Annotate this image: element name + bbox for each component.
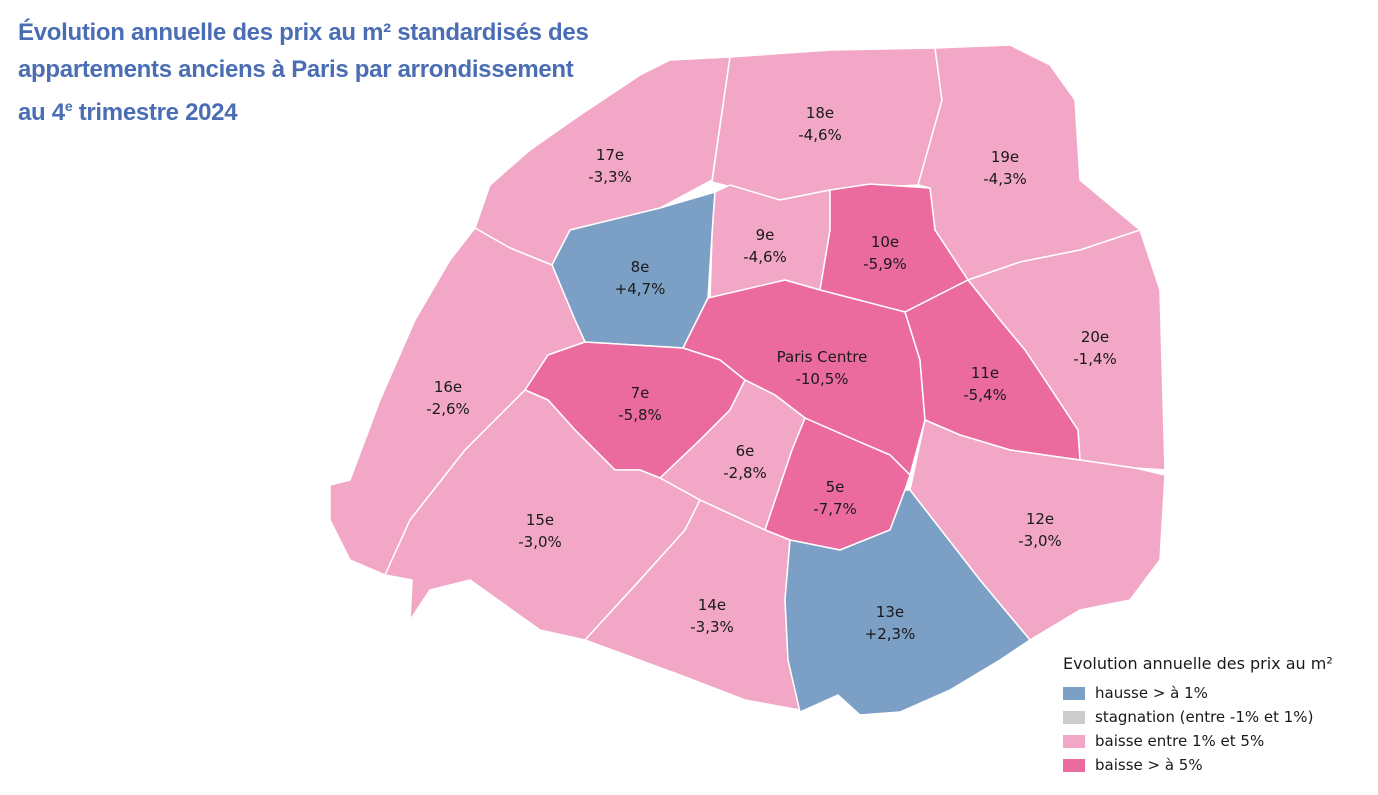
district-label-7: 7e [631, 384, 650, 402]
district-value-19: -4,3% [983, 170, 1027, 188]
district-label-9: 9e [756, 226, 775, 244]
legend-label: baisse entre 1% et 5% [1095, 732, 1265, 750]
legend-items: hausse > à 1% stagnation (entre -1% et 1%… [1063, 681, 1333, 777]
district-label-17: 17e [596, 146, 624, 164]
district-label-11: 11e [971, 364, 999, 382]
district-label-12: 12e [1026, 510, 1054, 528]
district-value-17: -3,3% [588, 168, 632, 186]
legend-label: baisse > à 5% [1095, 756, 1203, 774]
district-value-7: -5,8% [618, 406, 662, 424]
district-value-16: -2,6% [426, 400, 470, 418]
district-label-14: 14e [698, 596, 726, 614]
title-line-3: au 4e trimestre 2024 [18, 98, 238, 126]
district-label-15: 15e [526, 511, 554, 529]
district-value-20: -1,4% [1073, 350, 1117, 368]
district-label-16: 16e [434, 378, 462, 396]
district-label-10: 10e [871, 233, 899, 251]
legend-item-hausse: hausse > à 1% [1063, 681, 1333, 705]
district-label-19: 19e [991, 148, 1019, 166]
legend-title: Evolution annuelle des prix au m² [1063, 654, 1333, 673]
legend-item-baisse_forte: baisse > à 5% [1063, 753, 1333, 777]
district-value-11: -5,4% [963, 386, 1007, 404]
legend-swatch [1063, 758, 1085, 772]
district-14[interactable] [584, 499, 801, 711]
district-value-5: -7,7% [813, 500, 857, 518]
district-label-centre: Paris Centre [777, 348, 868, 366]
district-value-14: -3,3% [690, 618, 734, 636]
district-value-13: +2,3% [865, 625, 916, 643]
district-label-6: 6e [736, 442, 755, 460]
legend-label: stagnation (entre -1% et 1%) [1095, 708, 1314, 726]
legend-item-baisse_moderee: baisse entre 1% et 5% [1063, 729, 1333, 753]
district-value-centre: -10,5% [795, 370, 848, 388]
district-11[interactable] [904, 279, 1081, 461]
legend-label: hausse > à 1% [1095, 684, 1208, 702]
legend-swatch [1063, 734, 1085, 748]
district-label-8: 8e [631, 258, 650, 276]
district-label-5: 5e [826, 478, 845, 496]
district-value-9: -4,6% [743, 248, 787, 266]
legend-swatch [1063, 686, 1085, 700]
legend: Evolution annuelle des prix au m² hausse… [1063, 654, 1333, 777]
title-line-1: Évolution annuelle des prix au m² standa… [18, 19, 589, 46]
district-label-18: 18e [806, 104, 834, 122]
district-value-12: -3,0% [1018, 532, 1062, 550]
district-13[interactable] [784, 489, 1031, 716]
legend-swatch [1063, 710, 1085, 724]
district-value-18: -4,6% [798, 126, 842, 144]
legend-item-stagnation: stagnation (entre -1% et 1%) [1063, 705, 1333, 729]
district-value-10: -5,9% [863, 255, 907, 273]
district-value-8: +4,7% [615, 280, 666, 298]
map-title: Évolution annuelle des prix au m² standa… [18, 14, 658, 131]
title-line-2: appartements anciens à Paris par arrondi… [18, 56, 574, 83]
district-value-15: -3,0% [518, 533, 562, 551]
district-label-13: 13e [876, 603, 904, 621]
district-label-20: 20e [1081, 328, 1109, 346]
district-18[interactable] [711, 47, 943, 201]
district-value-6: -2,8% [723, 464, 767, 482]
